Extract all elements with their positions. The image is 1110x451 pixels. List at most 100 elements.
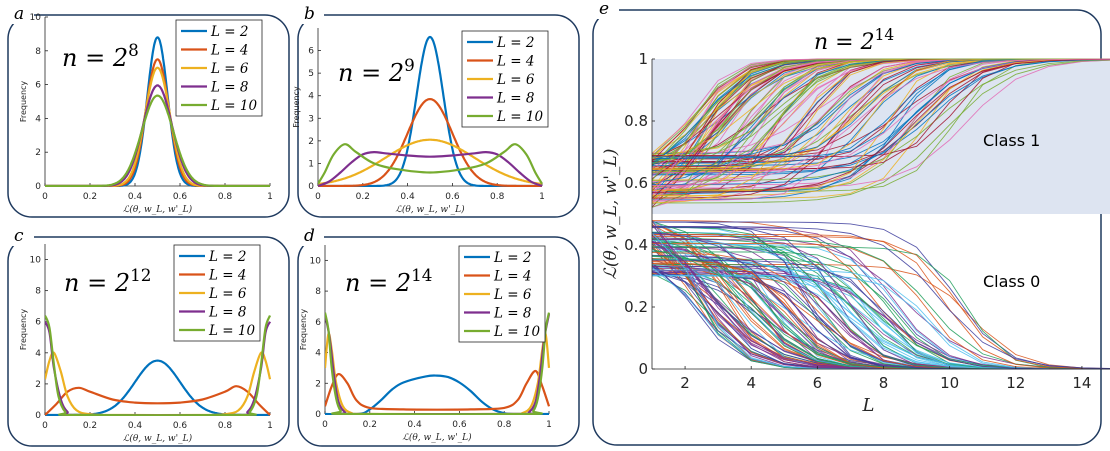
legend-entry: L = 10 xyxy=(210,98,257,114)
sample-size-base: n = 2 xyxy=(64,269,130,297)
trajectory-line xyxy=(651,232,1110,370)
y-tick-label: 2 xyxy=(315,379,321,389)
panel-frame xyxy=(297,14,580,218)
series-line xyxy=(325,369,551,411)
trajectory-line xyxy=(652,235,1110,370)
y-axis-label: ℒ(θ, w_L, w'_L) xyxy=(601,149,621,280)
x-axis-label: ℒ(θ, w_L, w'_L) xyxy=(123,204,193,215)
panel-label: e xyxy=(599,0,609,19)
legend-entry: L = 8 xyxy=(496,91,535,107)
legend-entry: L = 8 xyxy=(208,305,247,321)
panel-b: b 0 0.2 0.4 0.6 0.8 1 0 1 2 3 4 5 6 ℒ(θ, w_L, w'_L) Fre… xyxy=(292,2,580,218)
series-line xyxy=(45,94,270,187)
y-tick-label: 10 xyxy=(310,256,322,266)
x-tick-label: 0.6 xyxy=(452,420,467,430)
x-tick-label: 0.8 xyxy=(218,192,233,202)
legend-entry: L = 4 xyxy=(208,268,246,284)
x-tick-label: 1 xyxy=(546,420,552,430)
sample-size-exponent: 14 xyxy=(411,265,432,285)
panel-frame xyxy=(7,236,290,447)
sample-size-label: n = 214 xyxy=(345,265,432,297)
panel-label: a xyxy=(14,4,24,24)
y-tick-label: 5 xyxy=(308,69,314,79)
trajectory-line xyxy=(651,233,1110,370)
class-0-label: Class 0 xyxy=(983,272,1040,291)
sample-size-exponent: 12 xyxy=(130,265,151,285)
sample-size-label: n = 29 xyxy=(338,55,415,87)
panel-label-bg xyxy=(300,2,324,24)
y-tick-label: 8 xyxy=(35,47,41,57)
sample-size-label: n = 212 xyxy=(64,265,151,297)
y-tick-label: 2 xyxy=(35,148,41,158)
legend-entry: L = 4 xyxy=(496,54,534,70)
x-tick-label: 0 xyxy=(42,192,48,202)
legend-entry: L = 10 xyxy=(493,324,540,340)
y-tick-label: 2 xyxy=(35,380,41,390)
legend-entry: L = 8 xyxy=(493,306,532,322)
x-tick-label: 0.2 xyxy=(83,192,97,202)
legend-entry: L = 2 xyxy=(496,35,534,51)
series-line xyxy=(325,374,550,415)
y-axis-label: Frequency xyxy=(292,86,301,128)
series-line xyxy=(318,138,543,186)
panel-frame xyxy=(7,14,290,218)
panel-label: b xyxy=(304,4,315,24)
x-tick-label: 12 xyxy=(1006,374,1025,392)
y-tick-label: 0 xyxy=(638,360,648,378)
y-tick-label: 0 xyxy=(35,411,41,421)
x-tick-label: 0.6 xyxy=(173,192,188,202)
y-tick-label: 10 xyxy=(30,256,42,266)
trajectory-line xyxy=(651,59,1110,185)
panel-label-bg xyxy=(595,0,619,19)
series-line xyxy=(318,150,543,187)
trajectory-line xyxy=(652,246,1110,370)
x-tick-label: 0 xyxy=(42,421,48,431)
x-tick-label: 0.6 xyxy=(173,421,188,431)
sample-size-exponent: 14 xyxy=(875,26,895,44)
x-tick-label: 10 xyxy=(940,374,959,392)
y-tick-label: 8 xyxy=(315,287,321,297)
sample-size-base: n = 2 xyxy=(345,269,411,297)
trajectory-line xyxy=(651,231,1110,370)
panel-label: d xyxy=(304,226,315,246)
y-tick-label: 1 xyxy=(308,159,314,169)
panel-label: c xyxy=(14,226,24,246)
x-axis-label: ℒ(θ, w_L, w'_L) xyxy=(402,432,472,443)
trajectory-line xyxy=(651,232,1110,370)
trajectory-line xyxy=(651,232,1110,370)
series-line xyxy=(318,143,543,185)
x-tick-label: 14 xyxy=(1072,374,1091,392)
x-tick-label: 8 xyxy=(879,374,889,392)
sample-size-base: n = 2 xyxy=(62,44,128,72)
trajectory-line xyxy=(651,58,1110,187)
legend-entry: L = 6 xyxy=(493,287,532,303)
series-lines xyxy=(45,36,270,187)
y-tick-label: 6 xyxy=(35,81,41,91)
trajectory-line xyxy=(651,231,1110,370)
x-tick-label: 0.8 xyxy=(490,192,505,202)
y-tick-label: 0 xyxy=(308,182,314,192)
x-tick-label: 0.2 xyxy=(363,420,377,430)
y-tick-label: 0.6 xyxy=(624,174,648,192)
y-tick-label: 8 xyxy=(35,287,41,297)
x-axis-label: L xyxy=(862,395,875,416)
y-tick-label: 3 xyxy=(308,114,314,124)
x-tick-label: 0.2 xyxy=(83,421,97,431)
y-tick-label: 4 xyxy=(35,114,41,124)
x-tick-label: 0.8 xyxy=(497,420,512,430)
y-axis-label: Frequency xyxy=(299,309,308,351)
x-tick-label: 0.4 xyxy=(128,421,143,431)
legend-entry: L = 10 xyxy=(208,323,255,339)
y-tick-label: 0.2 xyxy=(624,298,648,316)
sample-size-label: n = 28 xyxy=(62,40,139,72)
trajectory-line xyxy=(651,58,1110,181)
y-tick-label: 6 xyxy=(35,318,41,328)
x-tick-label: 0 xyxy=(315,192,321,202)
legend-entry: L = 6 xyxy=(496,72,535,88)
trajectory-line xyxy=(652,58,1110,197)
series-line xyxy=(318,98,542,187)
series-line xyxy=(45,315,272,416)
trajectory-line xyxy=(651,58,1110,193)
series-line xyxy=(45,385,271,416)
trajectory-line xyxy=(652,234,1110,370)
